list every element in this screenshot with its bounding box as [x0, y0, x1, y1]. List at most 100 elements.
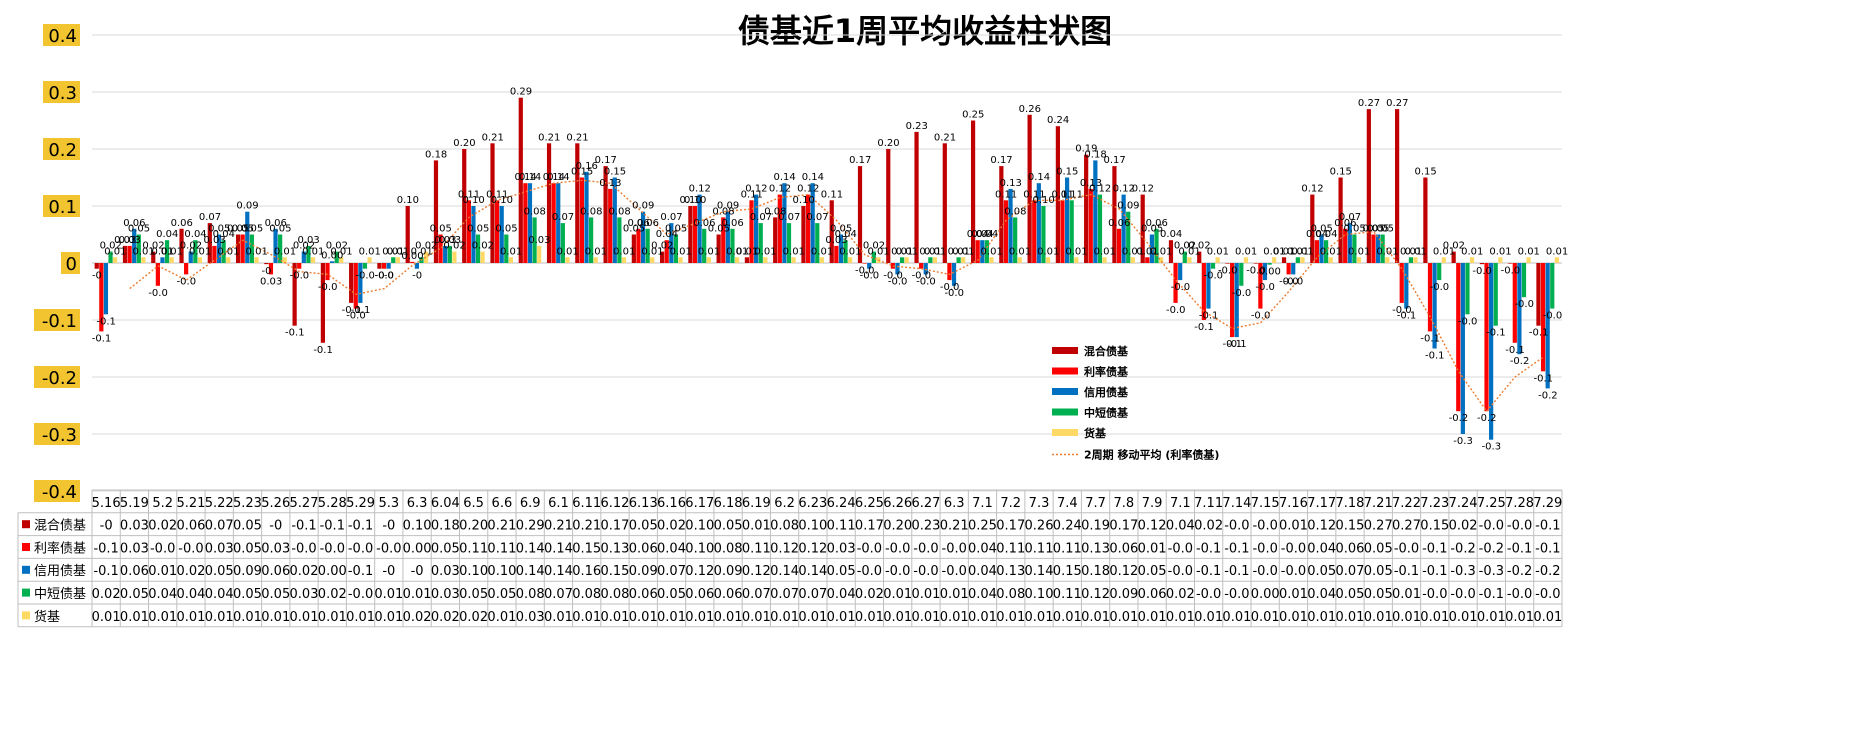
table-cell: 0.27: [1392, 519, 1421, 534]
data-label: -0.0: [1232, 288, 1252, 299]
table-cell: 0.05: [657, 587, 686, 602]
table-cell: 0.05: [459, 587, 488, 602]
bar: [673, 234, 679, 263]
data-label: -0.1: [1397, 311, 1417, 322]
bar: [928, 257, 933, 263]
bar: [1201, 263, 1206, 320]
bar: [575, 143, 580, 263]
data-label: 0.17: [990, 155, 1012, 166]
table-cell: 0.06: [1109, 541, 1138, 556]
x-tick-label: 7.25: [1477, 496, 1506, 511]
table-cell: -0.1: [1224, 564, 1249, 579]
data-label: 0.08: [1004, 206, 1026, 217]
bar: [480, 251, 485, 263]
data-label: 0.12: [1301, 184, 1323, 195]
table-cell: 0.06: [1138, 587, 1167, 602]
data-label: 0.02: [443, 241, 465, 252]
table-cell: 0.01: [742, 519, 771, 534]
bar: [810, 183, 815, 263]
bar: [1399, 263, 1404, 303]
bar: [443, 245, 448, 263]
data-label: 0.13: [1080, 178, 1102, 189]
table-cell: -0.1: [1394, 564, 1419, 579]
x-tick-label: 7.1: [1170, 496, 1191, 511]
bar: [466, 200, 471, 263]
data-label: 0.14: [514, 172, 536, 183]
bar: [499, 206, 504, 263]
table-cell: -0.0: [178, 541, 203, 556]
bar: [961, 257, 966, 263]
data-label: 0.02: [472, 241, 494, 252]
table-cell: -0.1: [1535, 519, 1560, 534]
bar: [447, 245, 452, 263]
data-label: 0.05: [1367, 224, 1389, 235]
bar: [730, 228, 735, 263]
table-cell: -0.1: [1196, 564, 1221, 579]
bar: [848, 257, 853, 263]
table-cell: 0.05: [120, 587, 149, 602]
table-cell: 0.01: [629, 610, 658, 625]
table-cell: 0.01: [685, 610, 714, 625]
data-label: 0.09: [236, 201, 258, 212]
bar: [1366, 109, 1371, 263]
table-cell: 0.05: [629, 519, 658, 534]
y-tick-bg: [34, 423, 80, 445]
table-cell: 0.01: [92, 610, 121, 625]
table-cell: 0.03: [516, 610, 545, 625]
table-cell: 0.01: [1505, 610, 1534, 625]
table-cell: -0.2: [1507, 564, 1532, 579]
table-cell: 0.01: [148, 610, 177, 625]
data-label: 0.19: [1075, 144, 1097, 155]
bar: [188, 251, 193, 263]
table-cell: 0.15: [601, 564, 630, 579]
y-tick-label: -0.1: [42, 311, 77, 332]
bar: [1536, 263, 1541, 326]
table-cell: 0.10: [403, 519, 432, 534]
bar: [207, 223, 212, 263]
table-cell: -0.0: [942, 564, 967, 579]
bar: [942, 143, 947, 263]
y-tick-label: -0.3: [42, 425, 77, 446]
bar: [1041, 206, 1046, 263]
table-cell: 0.02: [318, 587, 347, 602]
data-label: 0.10: [679, 195, 701, 206]
bar: [216, 234, 222, 263]
data-label: 0.01: [726, 246, 748, 257]
data-label: 0.06: [1146, 218, 1168, 229]
data-label: 0.03: [119, 235, 141, 246]
table-cell: -0.0: [1252, 519, 1277, 534]
table-cell: 0.09: [233, 564, 262, 579]
bar: [184, 263, 189, 275]
bar: [221, 240, 226, 263]
data-label: -0.0: [1203, 271, 1223, 282]
legend-swatch: [1052, 367, 1078, 375]
bar: [1395, 109, 1400, 263]
bar: [1225, 263, 1230, 264]
bar: [151, 251, 156, 263]
x-tick-label: 6.27: [911, 496, 940, 511]
data-label: -0: [384, 271, 394, 282]
data-label: 0.05: [1343, 224, 1365, 235]
data-label: 0.01: [1489, 246, 1511, 257]
data-label: 0.17: [1103, 155, 1125, 166]
data-label: 0.01: [613, 246, 635, 257]
bar: [989, 257, 994, 263]
table-cell: 0.04: [827, 587, 856, 602]
x-tick-label: 7.3: [1029, 496, 1050, 511]
data-label: 0.01: [1207, 246, 1229, 257]
x-tick-label: 7.1: [972, 496, 993, 511]
data-label: 0.20: [453, 138, 475, 149]
table-cell: 0.01: [374, 610, 403, 625]
table-cell: -0: [411, 564, 424, 579]
bar: [773, 217, 778, 263]
table-legend-key: [22, 611, 30, 620]
bar: [678, 257, 683, 263]
table-cell: 0.13: [1081, 541, 1110, 556]
data-label: 0.03: [528, 235, 550, 246]
data-label: 0.01: [1263, 246, 1285, 257]
data-label: 0.01: [1150, 246, 1172, 257]
data-label: 0.27: [1386, 98, 1408, 109]
table-cell: 0.02: [176, 564, 205, 579]
table-cell: 0.01: [261, 610, 290, 625]
data-label: 0.03: [203, 235, 225, 246]
